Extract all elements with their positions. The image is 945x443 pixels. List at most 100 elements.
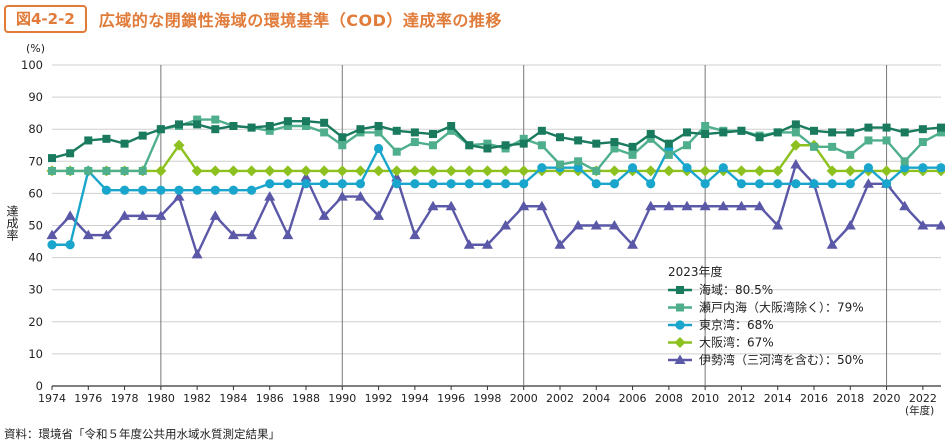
data-point: [227, 229, 239, 240]
data-point: [481, 239, 493, 249]
data-point: [465, 141, 474, 150]
data-point: [645, 200, 657, 211]
data-point: [283, 117, 292, 126]
data-point: [46, 229, 58, 240]
data-point: [101, 185, 112, 195]
x-tick-label: 2008: [655, 392, 683, 405]
data-point: [119, 185, 130, 195]
data-point: [844, 220, 856, 230]
x-tick-label: 1994: [401, 392, 429, 405]
legend-title: 2023年度: [668, 264, 723, 279]
data-point: [481, 165, 493, 177]
data-point: [354, 165, 366, 177]
data-point: [246, 165, 258, 177]
data-point: [845, 179, 855, 189]
data-point: [754, 200, 766, 211]
x-tick-label: 2018: [836, 392, 864, 405]
data-point: [318, 165, 330, 177]
y-tick-label: 60: [28, 186, 43, 200]
data-point: [846, 150, 855, 159]
legend-label: 東京湾：68%: [699, 317, 774, 332]
data-point: [501, 141, 510, 150]
data-point: [646, 130, 655, 139]
data-point: [846, 128, 855, 137]
data-point: [900, 128, 909, 137]
data-point: [247, 123, 256, 132]
data-point: [664, 150, 673, 159]
data-point: [191, 165, 203, 177]
data-point: [772, 165, 784, 177]
y-tick-label: 50: [28, 219, 43, 233]
x-tick-label: 1992: [365, 392, 393, 405]
data-point: [936, 163, 945, 173]
data-point: [773, 128, 782, 137]
data-point: [209, 210, 221, 220]
data-point: [300, 171, 312, 182]
data-point: [790, 159, 802, 169]
figure-header: 図4-2-2 広域的な閉鎖性海域の環境基準（COD）達成率の推移: [4, 4, 502, 34]
data-point: [683, 128, 691, 137]
series-line: [52, 147, 941, 246]
data-point: [209, 165, 221, 177]
data-point: [191, 248, 203, 259]
data-point: [120, 166, 129, 175]
data-point: [826, 239, 838, 249]
x-tick-label: 2012: [727, 392, 755, 405]
data-point: [173, 191, 185, 201]
x-tick-label: 2006: [619, 392, 647, 405]
data-point: [827, 179, 837, 189]
data-point: [318, 210, 330, 220]
data-point: [173, 139, 185, 151]
data-point: [899, 200, 911, 211]
data-point: [192, 185, 202, 195]
x-tick-label: 2020: [873, 392, 901, 405]
y-tick-label: 80: [28, 122, 43, 136]
x-tick-label: 1976: [74, 392, 102, 405]
y-tick-label: 10: [28, 347, 43, 361]
data-point: [228, 185, 239, 195]
x-tick-label: 2014: [764, 392, 792, 405]
data-point: [862, 178, 874, 188]
data-point: [591, 179, 601, 189]
data-point: [409, 165, 421, 177]
figure-title: 広域的な閉鎖性海域の環境基準（COD）達成率の推移: [98, 11, 502, 30]
legend-label: 瀬戸内海（大阪湾除く）：79%: [699, 300, 864, 315]
data-point: [645, 165, 657, 177]
data-point: [700, 179, 710, 189]
data-point: [918, 163, 928, 173]
data-point: [66, 149, 75, 158]
data-point: [265, 179, 275, 189]
data-point: [410, 138, 419, 147]
data-point: [608, 165, 620, 177]
data-point: [664, 139, 673, 148]
x-tick-label: 1998: [473, 392, 501, 405]
data-point: [102, 134, 111, 143]
data-point: [463, 165, 475, 177]
data-point: [409, 229, 421, 240]
data-point: [718, 163, 728, 173]
data-point: [518, 165, 530, 177]
data-point: [628, 150, 637, 159]
x-tick-label: 2016: [800, 392, 828, 405]
data-point: [844, 165, 856, 177]
figure-label: 図4-2-2: [4, 5, 87, 33]
data-point: [663, 200, 675, 211]
data-point: [628, 142, 637, 151]
data-point: [572, 220, 584, 230]
data-point: [627, 163, 638, 173]
data-point: [608, 220, 620, 230]
x-tick-label: 1990: [328, 392, 356, 405]
x-tick-label: 2004: [582, 392, 610, 405]
data-point: [864, 123, 873, 132]
data-point: [682, 163, 692, 173]
data-point: [701, 130, 710, 139]
x-tick-label: 2000: [510, 392, 538, 405]
data-point: [574, 157, 583, 166]
data-point: [646, 179, 656, 189]
x-unit-label: (年度): [905, 404, 934, 417]
data-point: [119, 210, 131, 220]
data-point: [463, 239, 475, 249]
data-point: [427, 165, 439, 177]
data-point: [264, 191, 276, 201]
